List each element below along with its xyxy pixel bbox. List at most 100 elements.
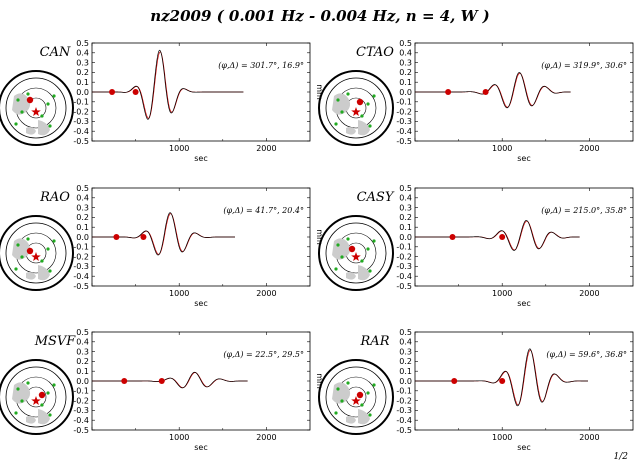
x-tick-label: 2000	[256, 433, 276, 442]
y-tick-label: -0.4	[73, 127, 89, 136]
x-tick-label: 2000	[256, 289, 276, 298]
land-mass	[12, 93, 31, 115]
waveform-plot: 0.50.40.30.20.10.0-0.1-0.2-0.3-0.4-0.5 10…	[73, 184, 324, 308]
panel-ctao: CTAO0.50.40.30.20.10.0-0.1-0.2-0.3-0.4-0…	[318, 39, 640, 163]
station-dot	[52, 383, 56, 387]
station-label: CASY	[357, 190, 395, 205]
y-tick-label: -0.3	[73, 117, 89, 126]
y-tick-label: -0.3	[73, 262, 89, 271]
station-dot	[48, 269, 52, 273]
station-label: MSVF	[34, 334, 77, 349]
observed-trace	[415, 348, 588, 407]
x-tick-label: 2000	[579, 144, 599, 153]
station-dot	[48, 124, 52, 128]
y-tick-label: 0.4	[399, 338, 412, 347]
window-marker	[132, 89, 139, 95]
station-dot	[334, 122, 338, 126]
land-mass	[38, 409, 50, 425]
panel-can: CAN0.50.40.30.20.10.0-0.1-0.2-0.3-0.4-0.…	[0, 39, 324, 163]
azimuth-distance-label: (φ,Δ) = 59.6°, 36.8°	[546, 350, 627, 359]
y-tick-label: 0.4	[399, 194, 412, 203]
x-tick-label: 2000	[579, 433, 599, 442]
y-tick-label: -0.2	[396, 252, 412, 261]
x-tick-label: 2000	[579, 289, 599, 298]
land-mass	[332, 382, 351, 404]
y-tick-label: 0.5	[399, 328, 412, 337]
window-marker	[121, 378, 128, 384]
epicenter-star	[351, 396, 361, 405]
window-marker	[140, 234, 147, 240]
y-tick-label: -0.1	[396, 98, 412, 107]
station-dot	[40, 403, 44, 407]
epicenter-star	[351, 107, 361, 116]
map-outer-ring	[318, 359, 394, 435]
station-dot	[52, 239, 56, 243]
y-tick-label: 0.2	[76, 213, 89, 222]
y-tick-label: -0.1	[396, 387, 412, 396]
station-dot	[46, 102, 50, 106]
x-axis-label: sec	[194, 154, 208, 163]
synthetic-trace	[415, 220, 580, 251]
station-map	[318, 70, 394, 146]
x-axis-label: sec	[517, 443, 531, 452]
map-outer-ring	[0, 215, 74, 291]
y-tick-label: -0.3	[396, 406, 412, 415]
map-ring	[5, 77, 67, 139]
y-tick-label: -0.4	[73, 416, 89, 425]
station-dot	[14, 411, 18, 415]
azimuth-distance-label: (φ,Δ) = 41.7°, 20.4°	[223, 206, 304, 215]
y-tick-label: 0.5	[399, 39, 412, 48]
waveform-plot: 0.50.40.30.20.10.0-0.1-0.2-0.3-0.4-0.5 10…	[396, 328, 640, 452]
window-marker	[158, 378, 165, 384]
y-tick-label: 0.4	[76, 194, 89, 203]
station-dot	[368, 413, 372, 417]
station-dot	[368, 124, 372, 128]
station-dot	[20, 399, 24, 403]
window-marker	[109, 89, 116, 95]
station-dot	[16, 98, 20, 102]
y-axis-label: mm	[638, 84, 640, 100]
y-axis-label: mm	[638, 373, 640, 389]
y-tick-label: -0.5	[396, 137, 412, 146]
observed-trace	[415, 72, 571, 109]
highlight-station	[26, 247, 34, 255]
y-tick-label: 0.0	[76, 377, 89, 386]
observed-trace	[415, 220, 580, 251]
station-dot	[346, 237, 350, 241]
station-dot	[40, 259, 44, 263]
y-tick-label: -0.2	[73, 107, 89, 116]
station-dot	[346, 92, 350, 96]
y-tick-label: -0.4	[396, 127, 412, 136]
station-dot	[366, 391, 370, 395]
map-outer-ring	[318, 70, 394, 146]
y-tick-label: 0.0	[399, 377, 412, 386]
map-outer-ring	[318, 215, 394, 291]
y-tick-label: -0.5	[73, 282, 89, 291]
y-tick-label: -0.4	[73, 272, 89, 281]
station-dot	[20, 110, 24, 114]
y-axis-label: mm	[315, 84, 324, 100]
station-dot	[26, 381, 30, 385]
window-marker	[113, 234, 120, 240]
y-tick-label: 0.3	[399, 203, 412, 212]
azimuth-distance-label: (φ,Δ) = 319.9°, 30.6°	[541, 61, 627, 70]
x-tick-label: 1000	[492, 289, 512, 298]
y-tick-label: 0.2	[76, 357, 89, 366]
station-dot	[336, 387, 340, 391]
land-mass	[38, 120, 50, 136]
y-tick-label: 0.3	[76, 58, 89, 67]
y-tick-label: 0.1	[76, 223, 89, 232]
y-tick-label: -0.1	[73, 387, 89, 396]
station-label: RAO	[39, 190, 70, 205]
land-mass	[346, 272, 356, 280]
y-axis-label: mm	[638, 229, 640, 245]
azimuth-distance-label: (φ,Δ) = 301.7°, 16.9°	[218, 61, 304, 70]
epicenter-star	[31, 107, 41, 116]
epicenter-star	[31, 396, 41, 405]
y-tick-label: 0.3	[76, 203, 89, 212]
y-tick-label: 0.1	[76, 78, 89, 87]
x-tick-label: 1000	[492, 144, 512, 153]
epicenter-star	[31, 252, 41, 261]
x-tick-label: 1000	[169, 433, 189, 442]
y-tick-label: -0.5	[73, 137, 89, 146]
